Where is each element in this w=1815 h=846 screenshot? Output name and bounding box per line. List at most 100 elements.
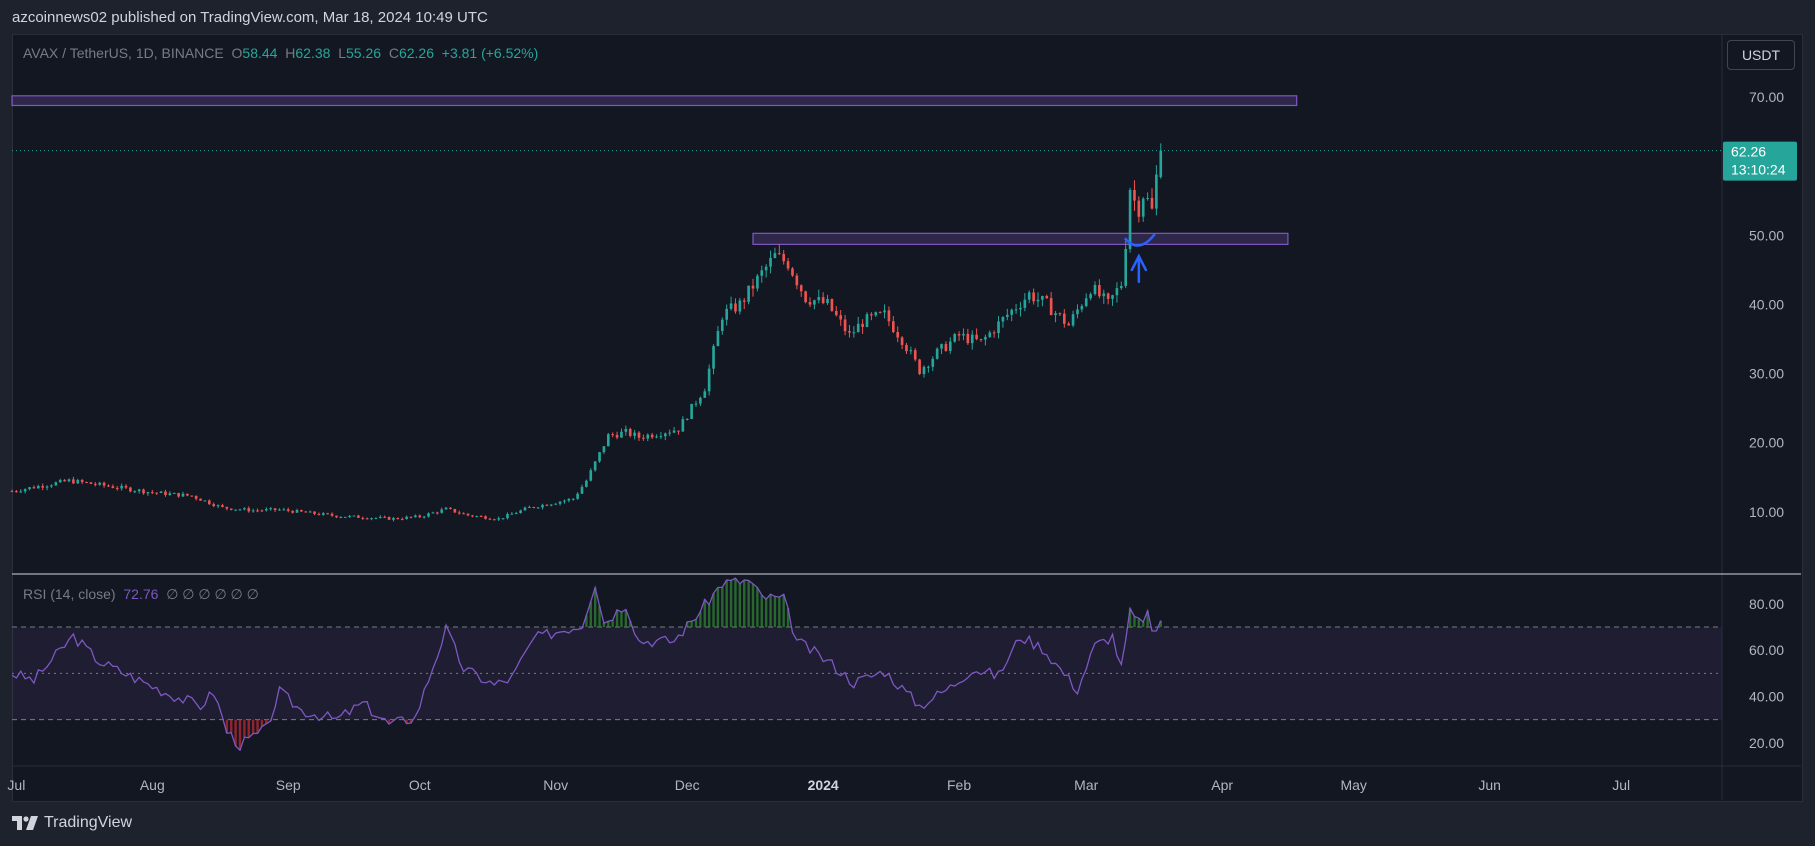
candle-body — [471, 515, 474, 517]
candle-body — [642, 437, 645, 439]
retest-curve[interactable] — [1123, 233, 1156, 247]
candle-body — [707, 368, 711, 392]
candle-body — [1115, 288, 1119, 296]
candle-body — [861, 323, 864, 327]
candle-body — [878, 312, 882, 314]
candle-body — [50, 485, 53, 487]
time-tick-label: Nov — [543, 777, 568, 793]
candle-body — [839, 315, 843, 320]
candle-body — [1062, 313, 1066, 324]
candle-body — [383, 516, 387, 518]
candle-body — [760, 270, 764, 276]
candle-body — [194, 495, 198, 499]
candle-body — [111, 486, 115, 488]
candle-body — [1036, 299, 1040, 302]
open-value: 58.44 — [242, 45, 278, 61]
chart-frame[interactable] — [12, 34, 1803, 802]
candle-body — [628, 428, 632, 436]
close-label: C — [388, 45, 399, 61]
candle-body — [335, 515, 338, 518]
candle-body — [843, 319, 847, 332]
candle-body — [852, 332, 856, 334]
symbol-name[interactable]: AVAX / TetherUS, 1D, BINANCE — [23, 45, 224, 61]
candle-body — [273, 508, 277, 511]
rsi-tick-label: 20.00 — [1749, 735, 1784, 751]
rsi-band — [12, 626, 1722, 720]
candle-body — [365, 518, 369, 520]
candle-body — [532, 507, 536, 509]
candle-body — [58, 479, 62, 483]
candle-body — [940, 344, 943, 349]
candle-body — [203, 500, 207, 502]
footer-brand-label: TradingView — [44, 814, 133, 831]
candle-body — [536, 507, 540, 509]
candle-body — [304, 511, 308, 513]
candle-body — [435, 512, 439, 514]
candle-body — [405, 516, 408, 520]
currency-button[interactable]: USDT — [1727, 40, 1795, 70]
candle-body — [269, 508, 273, 510]
price-tick-label: 50.00 — [1749, 227, 1784, 243]
candle-body — [681, 419, 685, 432]
resistance-zone[interactable] — [752, 232, 1289, 245]
candle-body — [260, 510, 264, 512]
candle-body — [1067, 323, 1071, 326]
candle-body — [677, 430, 680, 432]
rsi-placeholders: ∅ ∅ ∅ ∅ ∅ ∅ — [166, 586, 259, 602]
candle-body — [734, 303, 737, 312]
rsi-overbought-fill — [444, 578, 1162, 627]
time-tick-label: Apr — [1211, 777, 1233, 793]
candle-body — [549, 504, 553, 506]
candle-body — [615, 434, 619, 438]
candle-body — [80, 480, 84, 482]
candle-body — [28, 487, 31, 490]
candle-body — [633, 432, 636, 436]
rsi-tick-label: 80.00 — [1749, 596, 1784, 612]
resistance-zone[interactable] — [11, 95, 1298, 107]
candle-body — [624, 428, 628, 432]
candle-body — [948, 341, 952, 351]
candle-body — [984, 336, 987, 340]
last-price-badge[interactable] — [1723, 141, 1797, 181]
candle-body — [598, 452, 601, 462]
candle-body — [172, 492, 176, 494]
time-tick-label: Feb — [947, 777, 971, 793]
candle-body — [264, 509, 268, 511]
candle-body — [387, 516, 391, 520]
candle-body — [817, 297, 821, 301]
time-tick-label: Dec — [675, 777, 700, 793]
candle-body — [256, 510, 259, 512]
candle-body — [1032, 292, 1035, 302]
candle-body — [1041, 296, 1044, 300]
candle-body — [286, 509, 290, 511]
candle-body — [703, 391, 707, 398]
rsi-label[interactable]: RSI (14, close) — [23, 586, 116, 602]
candle-body — [589, 470, 593, 481]
candle-body — [168, 493, 172, 496]
candle-body — [207, 500, 211, 505]
time-tick-label: Aug — [140, 777, 165, 793]
candle-body — [672, 430, 676, 433]
candle-body — [317, 513, 321, 515]
candle-body — [738, 300, 742, 312]
time-tick-label: Jul — [1612, 777, 1630, 793]
retest-up-arrow[interactable] — [1130, 253, 1148, 283]
candle-body — [1001, 317, 1005, 322]
candle-body — [655, 436, 658, 438]
candle-body — [212, 504, 216, 507]
candle-body — [300, 509, 303, 512]
change-value: +3.81 (+6.52%) — [441, 45, 539, 61]
price-tick-label: 30.00 — [1749, 366, 1784, 382]
candle-body — [1098, 285, 1101, 297]
candle-body — [409, 516, 413, 518]
rsi-value: 72.76 — [123, 586, 159, 602]
rsi-line[interactable] — [11, 577, 1162, 752]
candle-body — [89, 482, 93, 484]
high-value: 62.38 — [295, 45, 331, 61]
candle-body — [164, 491, 167, 496]
candle-body — [510, 513, 514, 515]
candle-body — [326, 513, 330, 515]
footer-brand[interactable]: TradingView — [12, 814, 132, 832]
candle-body — [330, 513, 334, 516]
